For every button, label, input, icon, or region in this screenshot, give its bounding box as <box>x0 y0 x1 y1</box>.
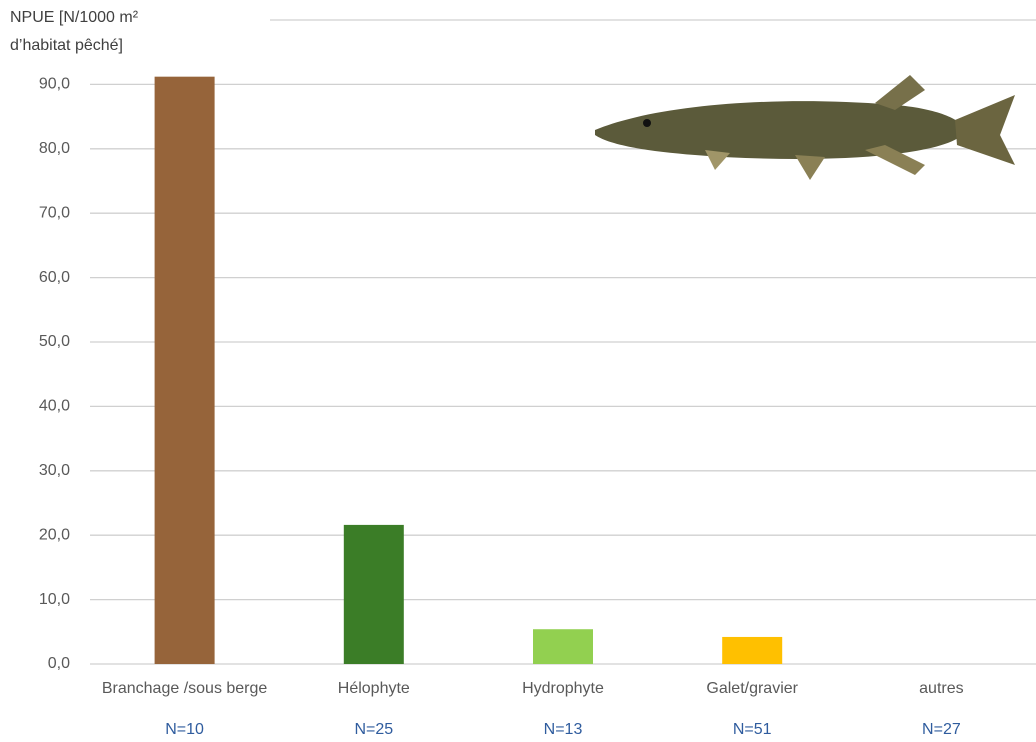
y-tick-label: 90,0 <box>39 76 70 93</box>
y-tick-label: 80,0 <box>39 140 70 157</box>
x-tick-label: autres <box>919 680 963 697</box>
sample-size-label: N=13 <box>544 721 583 738</box>
y-tick-label: 0,0 <box>48 655 70 672</box>
x-tick-label: Hydrophyte <box>522 680 604 697</box>
x-tick-label: Galet/gravier <box>706 680 798 697</box>
y-tick-label: 70,0 <box>39 204 70 221</box>
bar <box>533 629 593 664</box>
sample-size-label: N=25 <box>354 721 393 738</box>
y-tick-label: 50,0 <box>39 333 70 350</box>
y-axis-title: d’habitat pêché] <box>10 37 123 54</box>
bar <box>154 76 215 664</box>
y-axis-title: NPUE [N/1000 m² <box>10 9 139 26</box>
y-tick-label: 60,0 <box>39 269 70 286</box>
bar <box>722 636 783 664</box>
x-tick-label: Hélophyte <box>338 680 410 697</box>
sample-size-label: N=10 <box>165 721 204 738</box>
y-tick-label: 40,0 <box>39 398 70 415</box>
bar <box>343 524 404 664</box>
sample-size-label: N=51 <box>733 721 772 738</box>
y-tick-label: 10,0 <box>39 591 70 608</box>
x-tick-label: Branchage /sous berge <box>102 680 268 697</box>
sample-size-label: N=27 <box>922 721 961 738</box>
y-tick-label: 20,0 <box>39 526 70 543</box>
fish-illustration <box>595 75 1015 180</box>
y-tick-label: 30,0 <box>39 462 70 479</box>
